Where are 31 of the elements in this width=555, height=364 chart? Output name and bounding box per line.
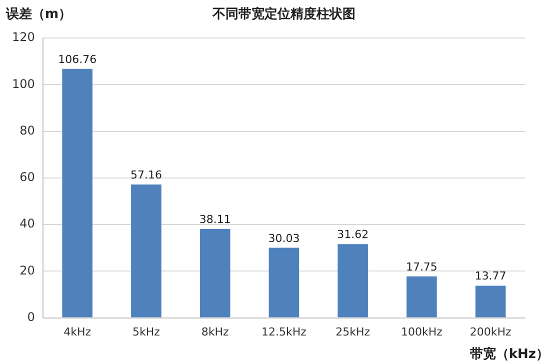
y-tick-label: 60 xyxy=(20,170,35,184)
x-tick-label: 8kHz xyxy=(201,325,230,338)
data-label: 57.16 xyxy=(130,168,162,182)
data-label: 17.75 xyxy=(406,260,438,274)
x-tick-label: 200kHz xyxy=(470,325,512,338)
x-tick-label: 5kHz xyxy=(132,325,160,338)
bar xyxy=(338,244,368,318)
x-tick-label: 100kHz xyxy=(400,325,443,338)
data-label: 38.11 xyxy=(199,212,231,226)
y-tick-label: 20 xyxy=(20,263,35,278)
bar xyxy=(268,248,300,318)
y-axis-title: 误差（m） xyxy=(5,7,72,22)
data-label: 13.77 xyxy=(474,270,506,283)
bar xyxy=(200,228,230,318)
y-tick-label: 0 xyxy=(27,310,35,324)
bar xyxy=(406,276,437,318)
x-tick-label: 4kHz xyxy=(64,325,92,338)
x-tick-label: 25kHz xyxy=(336,325,370,338)
x-tick-label: 12.5kHz xyxy=(261,325,307,338)
bar xyxy=(62,68,92,318)
y-tick-label: 40 xyxy=(20,216,35,231)
y-tick-label: 120 xyxy=(12,30,35,44)
data-label: 31.62 xyxy=(337,228,369,242)
y-tick-label: 100 xyxy=(12,76,35,91)
bar xyxy=(131,184,162,318)
bar xyxy=(475,286,506,318)
data-label: 30.03 xyxy=(268,232,300,245)
chart-title: 不同带宽定位精度柱状图 xyxy=(211,6,356,22)
x-axis-title: 带宽（kHz） xyxy=(470,346,549,362)
y-tick-label: 80 xyxy=(20,123,35,138)
data-label: 106.76 xyxy=(58,52,97,66)
